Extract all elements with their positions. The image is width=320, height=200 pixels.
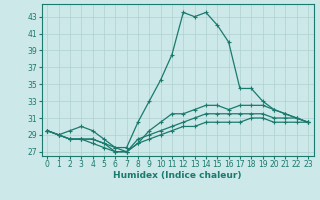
X-axis label: Humidex (Indice chaleur): Humidex (Indice chaleur) <box>113 171 242 180</box>
